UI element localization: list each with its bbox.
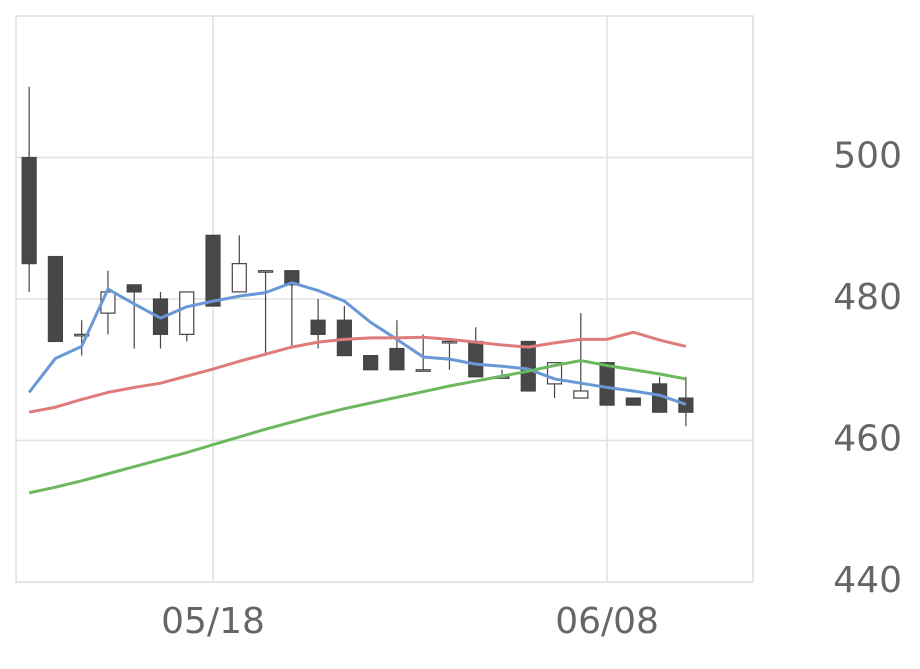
candle-body (678, 397, 694, 413)
candle-body (126, 284, 142, 293)
x-tick-label: 05/18 (161, 601, 265, 642)
candle-body (468, 340, 484, 378)
candle-body (257, 270, 274, 273)
moving-average-line (28, 330, 687, 414)
candle-body (520, 340, 536, 392)
candle-body (205, 234, 221, 307)
candle-body (179, 291, 195, 335)
candle-body (310, 319, 326, 335)
y-tick-label: 500 (833, 136, 902, 177)
candle-body (625, 397, 641, 406)
candle-body (441, 340, 458, 344)
y-tick-label: 440 (833, 560, 902, 601)
candle-body (21, 156, 37, 265)
candle-body (47, 255, 64, 343)
candle-body (389, 347, 405, 371)
candle-body (363, 355, 379, 371)
candle-body (74, 333, 90, 337)
candle-body (573, 390, 589, 399)
candle-body (231, 263, 247, 293)
y-tick-label: 460 (833, 419, 902, 460)
candle-body (415, 369, 431, 372)
moving-average-line (28, 359, 687, 495)
y-tick-label: 480 (833, 277, 902, 318)
moving-average-line (27, 281, 687, 406)
x-tick-label: 06/08 (555, 601, 659, 642)
candle-body (599, 362, 615, 406)
candle-body (284, 270, 300, 286)
